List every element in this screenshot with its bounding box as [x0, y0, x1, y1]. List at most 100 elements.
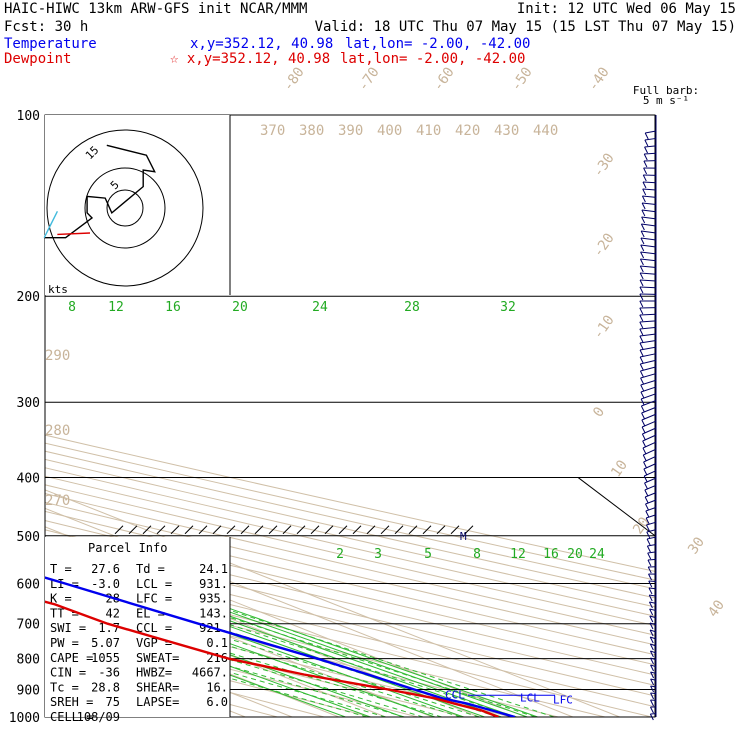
- mixing-ratio-label: 12: [510, 547, 526, 562]
- wind-barb-flag: [643, 167, 648, 175]
- wind-barb: [640, 237, 657, 241]
- isotherm-label: -30: [590, 150, 618, 180]
- lfc-label: LFC: [553, 693, 573, 706]
- mixing-ratio-line: [45, 546, 528, 717]
- wind-barb-flag: [644, 146, 648, 154]
- parcel-row-label: CELL =: [50, 710, 93, 724]
- freezing-hatch: [394, 525, 404, 535]
- wind-barb: [641, 406, 657, 414]
- wind-barb-flag: [647, 559, 652, 567]
- wind-barb-flag: [639, 293, 644, 301]
- wind-barb-flag: [644, 482, 648, 490]
- wind-barb: [645, 506, 657, 512]
- wind-barb-flag: [646, 545, 651, 553]
- parcel-row-label: LCL =: [136, 577, 172, 591]
- parcel-row-value: 16.: [206, 680, 228, 694]
- wind-barb: [643, 463, 657, 470]
- pressure-tick-label: 900: [17, 683, 40, 698]
- freezing-hatch: [114, 525, 124, 535]
- wind-barb-flag: [650, 699, 654, 707]
- pressure-tick-label: 700: [17, 618, 40, 633]
- wind-barb-flag: [648, 587, 653, 595]
- wind-barb: [645, 499, 657, 505]
- wind-barb: [650, 678, 657, 681]
- dry-adiabat-line: [45, 538, 655, 686]
- isotherm-label: -70: [355, 64, 383, 94]
- wind-barb: [650, 685, 657, 688]
- wind-barb: [640, 251, 657, 255]
- wind-barb: [639, 346, 657, 351]
- parcel-row-label: PW =: [50, 636, 79, 650]
- parcel-row-label: SWI =: [50, 621, 86, 635]
- freezing-hatch: [296, 525, 306, 535]
- header-model-title: HAIC-HIWC 13km ARW-GFS init NCAR/MMM: [4, 1, 307, 17]
- wind-barb: [639, 326, 657, 330]
- ccl-label: CCL: [445, 688, 465, 701]
- wind-barb: [643, 448, 657, 456]
- plot-frame: [44, 114, 656, 718]
- wind-barb-flag: [639, 335, 644, 343]
- theta-label: 270: [45, 493, 70, 509]
- parcel-row-label: LAPSE=: [136, 695, 179, 709]
- header-init-time: Init: 12 UTC Wed 06 May 15: [517, 1, 736, 17]
- pressure-tick-label: 1000: [9, 711, 40, 726]
- wind-barb: [642, 181, 657, 184]
- parcel-row-value: 143.: [199, 606, 228, 620]
- wind-barb-flag: [641, 419, 646, 427]
- wind-barb-flag: [641, 209, 646, 217]
- wind-barb-flag: [645, 510, 650, 518]
- wind-barb: [640, 272, 657, 275]
- wind-barb: [649, 601, 657, 604]
- freezing-hatch: [310, 525, 320, 535]
- wind-barb: [641, 216, 657, 220]
- header-forecast-hour: Fcst: 30 h: [4, 19, 88, 35]
- dry-adiabat-line: [45, 501, 655, 646]
- mixing-ratio-line: [45, 560, 485, 717]
- wind-barb-flag: [639, 265, 644, 273]
- parcel-row-label: SHEAR=: [136, 680, 179, 694]
- freezing-hatch: [226, 525, 236, 535]
- theta-label: 440: [533, 123, 558, 139]
- wind-barb-flag: [645, 517, 650, 525]
- isotherm-label: 10: [608, 457, 631, 480]
- mixing-ratio-label: 28: [404, 300, 420, 315]
- freezing-hatch: [128, 525, 138, 535]
- wind-barb-flag: [639, 356, 644, 364]
- isotherm-label: 30: [685, 534, 708, 557]
- frame-diagonal: [577, 477, 656, 537]
- wind-barb: [649, 622, 657, 626]
- mixing-ratio-label: 5: [424, 547, 432, 562]
- wind-barb-flag: [649, 629, 654, 637]
- dewpoint-xy: ☆ x,y=352.12, 40.98: [170, 51, 330, 67]
- theta-label: 420: [455, 123, 480, 139]
- wind-barb-flag: [645, 503, 649, 511]
- isotherm-label: 40: [705, 597, 728, 620]
- wind-barb-flag: [649, 615, 654, 623]
- wind-barb-flag: [642, 447, 647, 455]
- dewpoint-profile: [45, 600, 499, 717]
- pressure-tick-label: 100: [17, 109, 40, 124]
- freezing-hatch: [212, 525, 222, 535]
- wind-barb: [644, 484, 657, 491]
- wind-barb: [642, 188, 657, 191]
- wind-barb: [647, 551, 657, 554]
- dry-adiabat-line: [45, 484, 655, 627]
- wind-barb: [641, 223, 657, 227]
- wind-barb: [644, 470, 657, 477]
- wind-barb-flag: [641, 426, 646, 434]
- parcel-row-label: Td =: [136, 562, 165, 576]
- wind-barb-flag: [641, 412, 646, 420]
- mixing-ratio-label: 16: [543, 547, 559, 562]
- wind-barb-flag: [640, 237, 645, 245]
- pressure-tick-label: 300: [17, 396, 40, 411]
- wind-barb-flag: [639, 300, 644, 308]
- wind-barb-flag: [642, 454, 647, 462]
- legend-temperature: Temperature: [4, 36, 97, 52]
- parcel-row-value: 5.07: [91, 636, 120, 650]
- freezing-hatch: [338, 525, 348, 535]
- wind-barb-flag: [649, 643, 654, 651]
- wind-barb-flag: [644, 132, 649, 140]
- parcel-row-value: 28.8: [91, 680, 120, 694]
- wind-barb-flag: [649, 713, 654, 721]
- wind-barb: [650, 650, 657, 654]
